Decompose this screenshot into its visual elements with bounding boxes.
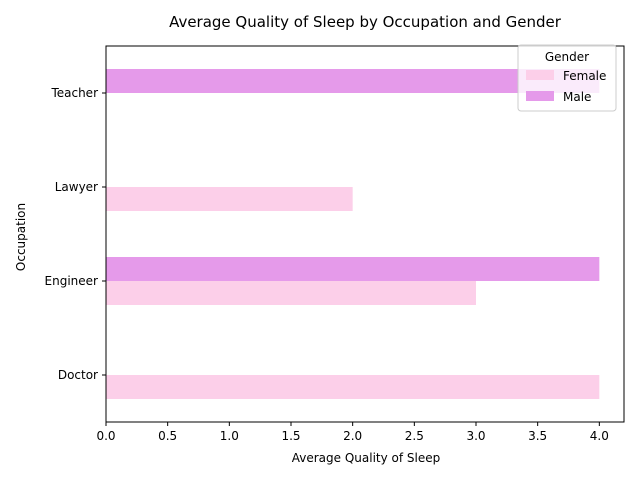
bar-female-lawyer bbox=[106, 187, 353, 211]
y-tick-label-engineer: Engineer bbox=[45, 274, 99, 288]
x-tick-label: 0.0 bbox=[96, 429, 115, 443]
legend-label-female: Female bbox=[563, 69, 606, 83]
x-tick-label: 1.5 bbox=[281, 429, 300, 443]
x-tick-label: 1.0 bbox=[220, 429, 239, 443]
bar-male-engineer bbox=[106, 257, 600, 281]
legend: Gender Female Male bbox=[517, 44, 617, 112]
legend-swatch-female bbox=[526, 70, 554, 80]
legend-swatch-male bbox=[526, 91, 554, 101]
x-axis-label: Average Quality of Sleep bbox=[292, 451, 441, 465]
x-tick-label: 0.5 bbox=[158, 429, 177, 443]
bar-male-teacher bbox=[106, 69, 600, 93]
x-tick-label: 3.0 bbox=[466, 429, 485, 443]
legend-title: Gender bbox=[545, 50, 589, 64]
x-tick-label: 3.5 bbox=[528, 429, 547, 443]
bar-female-doctor bbox=[106, 375, 600, 399]
axes-group: 0.0 0.5 1.0 1.5 2.0 2.5 3.0 3.5 4.0 Doctor Enginee… bbox=[45, 45, 625, 443]
bar-female-engineer bbox=[106, 281, 476, 305]
legend-label-male: Male bbox=[563, 90, 591, 104]
bars-group bbox=[106, 69, 600, 399]
y-tick-label-lawyer: Lawyer bbox=[55, 180, 98, 194]
y-tick-label-teacher: Teacher bbox=[50, 86, 98, 100]
x-tick-label: 2.0 bbox=[343, 429, 362, 443]
y-tick-label-doctor: Doctor bbox=[58, 368, 98, 382]
chart-title: Average Quality of Sleep by Occupation a… bbox=[169, 13, 562, 31]
plot-frame bbox=[105, 45, 625, 423]
x-tick-label: 4.0 bbox=[590, 429, 609, 443]
x-tick-label: 2.5 bbox=[405, 429, 424, 443]
y-axis-label: Occupation bbox=[14, 203, 28, 271]
